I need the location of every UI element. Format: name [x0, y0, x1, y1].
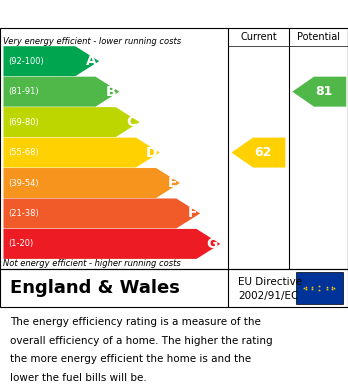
Text: Very energy efficient - lower running costs: Very energy efficient - lower running co… [3, 37, 182, 46]
Text: the more energy efficient the home is and the: the more energy efficient the home is an… [10, 354, 252, 364]
Polygon shape [3, 46, 99, 76]
Text: Not energy efficient - higher running costs: Not energy efficient - higher running co… [3, 259, 181, 268]
Polygon shape [3, 229, 220, 259]
Polygon shape [3, 77, 119, 107]
Text: D: D [145, 145, 157, 160]
Text: (1-20): (1-20) [9, 239, 34, 248]
Text: Energy Efficiency Rating: Energy Efficiency Rating [10, 7, 232, 22]
Polygon shape [231, 138, 285, 167]
Text: F: F [188, 206, 197, 221]
Text: (81-91): (81-91) [9, 87, 39, 96]
Text: (69-80): (69-80) [9, 118, 39, 127]
Text: 81: 81 [315, 85, 332, 98]
Text: (55-68): (55-68) [9, 148, 39, 157]
Text: Potential: Potential [297, 32, 340, 42]
Text: overall efficiency of a home. The higher the rating: overall efficiency of a home. The higher… [10, 335, 273, 346]
Text: England & Wales: England & Wales [10, 279, 180, 297]
Text: 62: 62 [254, 146, 271, 159]
Text: (39-54): (39-54) [9, 179, 39, 188]
Text: The energy efficiency rating is a measure of the: The energy efficiency rating is a measur… [10, 317, 261, 327]
Text: B: B [106, 85, 117, 99]
Polygon shape [3, 107, 140, 137]
Text: Current: Current [240, 32, 277, 42]
Polygon shape [3, 138, 160, 167]
Text: E: E [168, 176, 177, 190]
Text: 2002/91/EC: 2002/91/EC [238, 291, 299, 301]
Text: (21-38): (21-38) [9, 209, 39, 218]
Bar [296, 272, 343, 304]
Text: EU Directive: EU Directive [238, 277, 302, 287]
Polygon shape [3, 199, 200, 228]
Polygon shape [3, 168, 180, 198]
Polygon shape [292, 77, 346, 107]
Text: lower the fuel bills will be.: lower the fuel bills will be. [10, 373, 147, 382]
Text: A: A [86, 54, 96, 68]
Text: G: G [206, 237, 218, 251]
Text: (92-100): (92-100) [9, 57, 45, 66]
Text: C: C [126, 115, 137, 129]
